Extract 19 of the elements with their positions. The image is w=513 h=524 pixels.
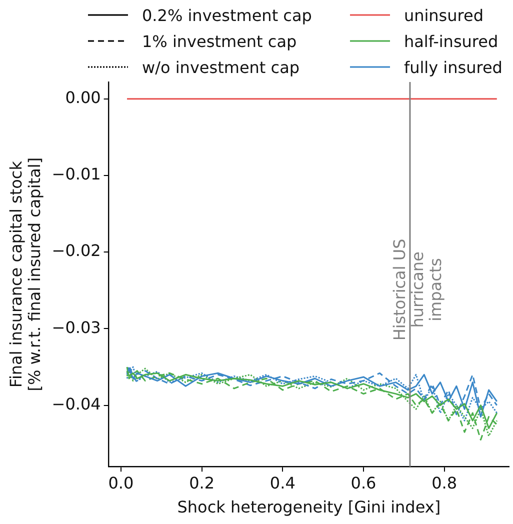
x-tick-label: 0.0 — [108, 473, 134, 492]
y-tick-label: −0.04 — [52, 394, 101, 414]
legend-label: 1% investment cap — [142, 32, 297, 50]
x-axis-title: Shock heterogeneity [Gini index] — [177, 498, 441, 517]
legend-label: half-insured — [404, 32, 498, 50]
legend-label: 0.2% investment cap — [142, 6, 312, 24]
ref-line-label: Historical US hurricane impacts — [390, 238, 446, 341]
legend-label: uninsured — [404, 6, 484, 24]
legend-label: w/o investment cap — [142, 58, 300, 76]
y-tick-label: −0.02 — [52, 241, 101, 260]
y-tick-label: 0.00 — [65, 88, 101, 108]
x-tick-label: 0.4 — [270, 473, 296, 492]
legend-label: fully insured — [404, 58, 502, 76]
y-tick-label: −0.03 — [52, 318, 101, 337]
y-axis-title: Final insurance capital stock [% w.r.t. final insured capital] — [6, 157, 44, 392]
y-tick-label: −0.01 — [52, 164, 101, 184]
x-tick-label: 0.8 — [432, 473, 458, 492]
x-tick-label: 0.2 — [189, 473, 215, 492]
x-tick-label: 0.6 — [350, 473, 376, 492]
